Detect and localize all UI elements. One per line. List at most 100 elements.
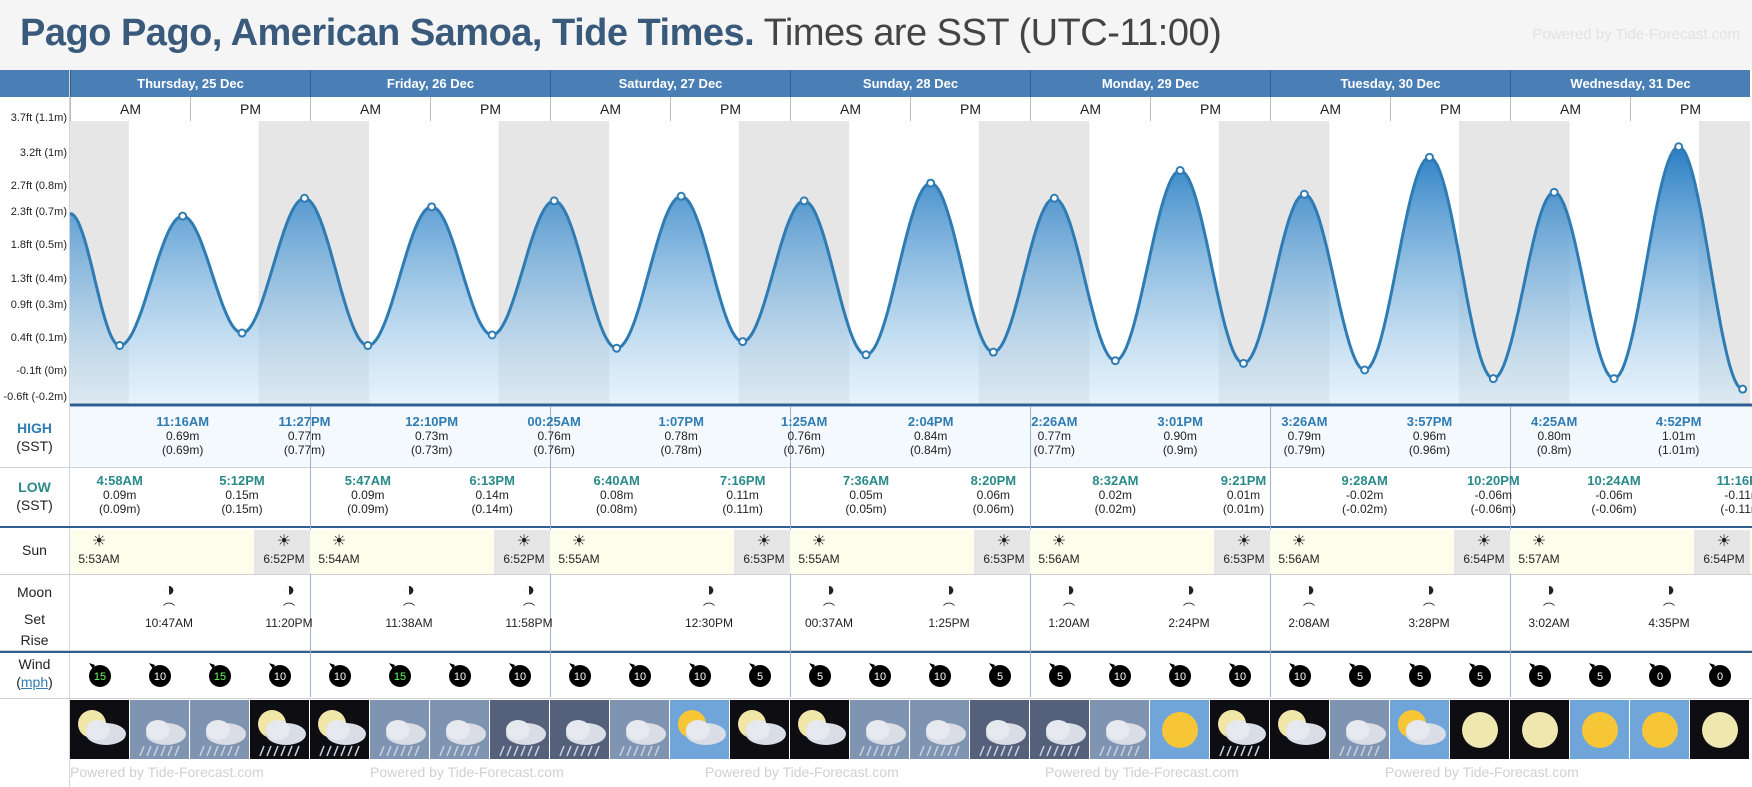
wind-badge: 5	[805, 660, 835, 690]
wind-speed: 10	[574, 671, 586, 683]
ampm-label: PM	[1390, 97, 1510, 121]
wind-speed: 5	[1537, 671, 1543, 683]
moon-set-icon: ⌒	[702, 602, 715, 616]
wind-arrow-icon: 10	[449, 663, 471, 687]
wind-badge: 5	[985, 660, 1015, 690]
ampm-label: AM	[310, 97, 430, 121]
low-tide-metric: (-0.06m)	[1470, 502, 1516, 516]
high-sst-label: (SST)	[16, 438, 53, 454]
rain-icon	[1090, 700, 1149, 759]
low-tide-cell: 7:36AM 0.05m (0.05m)	[806, 474, 926, 517]
low-tide-metric: (-0.06m)	[1591, 502, 1637, 516]
powered-by-bottom: Powered by Tide-Forecast.com	[70, 764, 264, 780]
wind-badge: 15	[85, 660, 115, 690]
wind-arrow-icon: 10	[689, 663, 711, 687]
moon-set-icon: ⌒	[1542, 602, 1555, 616]
powered-by-bottom: Powered by Tide-Forecast.com	[370, 764, 564, 780]
moon-cell: ◑ ⌒ 12:30PM	[669, 578, 749, 630]
low-tide-metric: (0.14m)	[471, 502, 513, 516]
wind-badge: 5	[1525, 660, 1555, 690]
low-tide-cell: 5:12PM 0.15m (0.15m)	[182, 473, 302, 517]
high-tide-time: 11:16AM	[156, 414, 210, 429]
moon-time: 12:30PM	[684, 616, 734, 630]
high-tide-time: 4:25AM	[1531, 414, 1578, 429]
low-tide-point	[115, 341, 125, 351]
wind-badge: 15	[385, 660, 415, 690]
low-tide-time: 5:12PM	[219, 473, 265, 488]
wind-badge: 5	[1405, 660, 1435, 690]
wind-speed: 15	[394, 671, 406, 683]
high-tide-point	[1674, 142, 1684, 152]
sunrise-icon: ☀	[811, 533, 827, 550]
tide-line	[69, 145, 1744, 391]
wind-arrow-icon: 10	[1229, 663, 1251, 687]
high-tide-metric: (0.77m)	[283, 443, 326, 457]
wind-speed: 10	[634, 671, 646, 683]
low-tide-height: -0.11m	[1724, 488, 1752, 502]
moon-time: 2:08AM	[1288, 616, 1330, 630]
high-tide-cell: 2:04PM 0.84m (0.84m)	[871, 415, 991, 458]
wind-speed: 10	[514, 671, 526, 683]
moon-cell: ◑ ⌒ 1:20AM	[1029, 578, 1109, 630]
wind-badge: 10	[865, 660, 895, 690]
high-tide-metric: (1.01m)	[1657, 443, 1700, 457]
low-tide-time: 5:47AM	[344, 473, 391, 488]
moon-time: 00:37AM	[804, 616, 854, 630]
ampm-label: AM	[790, 97, 910, 121]
sunset-icon: ☀	[516, 533, 532, 550]
low-tide-cell: 5:47AM 0.09m (0.09m)	[308, 473, 428, 517]
high-label: HIGH	[17, 420, 52, 436]
storm-icon	[490, 700, 549, 759]
sunrise-icon: ☀	[91, 533, 107, 550]
high-tide-point	[549, 196, 559, 206]
high-tide-metric: (0.73m)	[410, 443, 453, 457]
sunrise-icon: ☀	[331, 533, 347, 550]
wind-badge: 10	[925, 660, 955, 690]
sunny-icon	[1150, 700, 1209, 759]
sunset-cell: ☀ 6:54PM	[1684, 532, 1752, 566]
high-tide-point	[799, 196, 809, 206]
row-divider	[0, 574, 1752, 575]
low-tide-point	[237, 328, 247, 338]
low-tide-point	[363, 341, 373, 351]
high-tide-cell: 3:26AM 0.79m (0.79m)	[1244, 415, 1364, 458]
y-tick-label: 1.8ft (0.5m)	[10, 239, 67, 252]
wind-speed: 15	[94, 671, 106, 683]
wind-arrow-icon: 5	[1049, 663, 1071, 687]
mph-link[interactable]: mph	[20, 674, 49, 690]
high-tide-point	[427, 202, 437, 212]
ampm-label: PM	[430, 97, 550, 121]
low-tide-point	[487, 330, 497, 340]
y-tick-label: 2.3ft (0.7m)	[10, 206, 67, 219]
sunrise-cell: ☀ 5:57AM	[1499, 532, 1579, 566]
sunset-icon: ☀	[996, 533, 1012, 550]
wind-badge: 10	[445, 660, 475, 690]
low-tide-time: 7:16PM	[719, 473, 766, 488]
powered-by-top: Powered by Tide-Forecast.com	[1532, 26, 1740, 43]
wind-badge: 10	[685, 660, 715, 690]
sunset-cell: ☀ 6:53PM	[724, 532, 804, 566]
low-tide-cell: 11:16PM-0.11m(-0.11m)	[1683, 474, 1752, 517]
high-tide-point	[926, 178, 936, 188]
wind-badge: 0	[1705, 660, 1735, 690]
wind-badge: 5	[1045, 660, 1075, 690]
wind-speed: 10	[1294, 671, 1306, 683]
wind-speed: 10	[1174, 671, 1186, 683]
high-tide-cell: 11:16AM 0.69m (0.69m)	[123, 414, 243, 458]
day-header: Thursday, 25 Dec	[70, 70, 310, 97]
wind-badge: 10	[145, 660, 175, 690]
ampm-label: AM	[70, 97, 190, 121]
low-tide-metric: (0.09m)	[98, 502, 141, 516]
night-cloudy-rain-icon	[310, 700, 369, 759]
moon-cell: ◑ ⌒ 3:28PM	[1389, 578, 1469, 630]
moon-phase-icon: ◑	[1422, 579, 1436, 601]
high-tide-time: 3:57PM	[1406, 414, 1453, 429]
high-tide-metric: (0.8m)	[1536, 443, 1572, 457]
sunset-shade	[734, 530, 790, 574]
high-tide-height: 0.77m	[1037, 429, 1071, 443]
ampm-label: AM	[1270, 97, 1390, 121]
rain-icon	[850, 700, 909, 759]
moon-phase-icon: ◑	[1542, 579, 1556, 601]
low-tide-metric: (0.08m)	[595, 502, 638, 516]
wind-badge: 10	[1105, 660, 1135, 690]
